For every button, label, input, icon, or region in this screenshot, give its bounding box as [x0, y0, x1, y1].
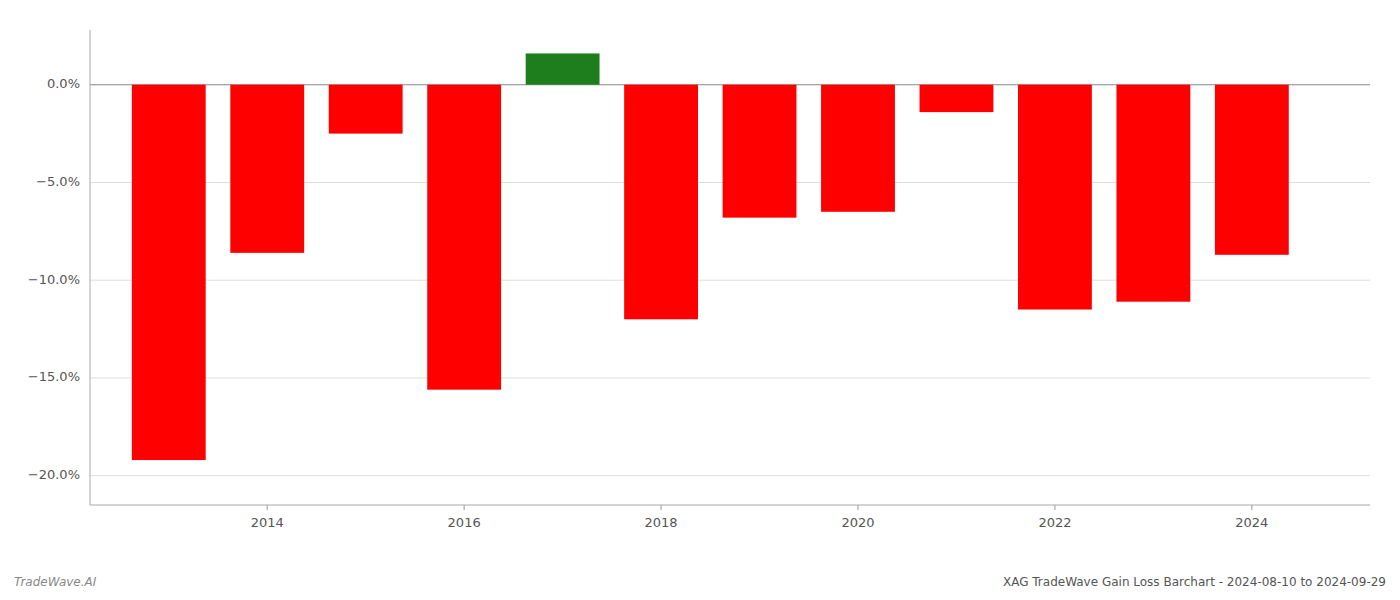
x-tick: [1251, 505, 1252, 510]
x-tick-label: 2014: [251, 515, 284, 530]
grid-line: [90, 377, 1370, 378]
bar: [230, 85, 304, 253]
x-tick-label: 2024: [1235, 515, 1268, 530]
bar: [526, 53, 600, 84]
y-tick-label: −15.0%: [28, 369, 80, 384]
x-tick: [1054, 505, 1055, 510]
bar: [1018, 85, 1092, 310]
bar: [821, 85, 895, 212]
bar: [723, 85, 797, 218]
x-tick-label: 2016: [448, 515, 481, 530]
y-tick-label: 0.0%: [47, 76, 80, 91]
bar: [920, 85, 994, 112]
chart: 0.0%−5.0%−10.0%−15.0%−20.0%2014201620182…: [0, 0, 1400, 600]
x-tick: [267, 505, 268, 510]
bar: [329, 85, 403, 134]
y-tick-labels: 0.0% −5.0% −10.0% −15.0% −20.0%: [28, 76, 80, 482]
x-tick: [660, 505, 661, 510]
background: [0, 0, 1400, 600]
y-axis-line: [90, 30, 91, 505]
x-tick: [857, 505, 858, 510]
title: XAG TradeWave Gain Loss Barchart - 2024-…: [1003, 575, 1386, 589]
bar: [427, 85, 501, 390]
bar: [1215, 85, 1289, 255]
x-ticks: 2014 2016 2018 2020 2022 2024: [251, 505, 1269, 530]
y-tick-label: −5.0%: [36, 174, 80, 189]
grid-line: [90, 475, 1370, 476]
x-tick-label: 2022: [1038, 515, 1071, 530]
bars: [132, 53, 1289, 460]
x-axis-line: [90, 504, 1370, 505]
bar: [1116, 85, 1190, 302]
grid: [90, 85, 1370, 476]
x-tick-label: 2018: [645, 515, 678, 530]
x-tick: [464, 505, 465, 510]
bar: [132, 85, 206, 460]
y-tick-label: −10.0%: [28, 272, 80, 287]
bar: [624, 85, 698, 320]
y-tick-label: −20.0%: [28, 467, 80, 482]
x-tick-label: 2020: [841, 515, 874, 530]
watermark: TradeWave.AI: [14, 575, 97, 589]
